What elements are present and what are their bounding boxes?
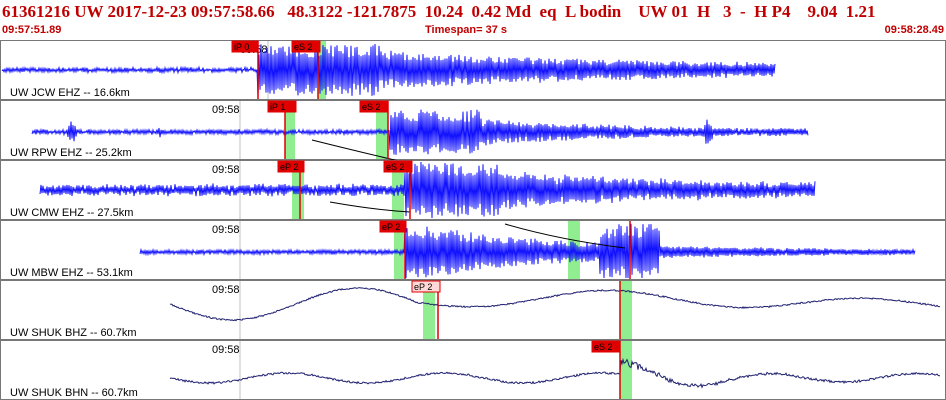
pick-flag[interactable]: [231, 40, 259, 53]
timespan-label: Timespan= 37 s: [425, 24, 508, 36]
event-header: 61361216 UW 2017-12-23 09:57:58.66 48.31…: [0, 0, 946, 41]
waveform-panels[interactable]: 09:58 iP 0 eS 2 UW JCW EHZ -- 16.6km 09:58 iP…: [0, 40, 946, 400]
time-tick-label: 09:58: [212, 284, 240, 296]
pick-label: iP 0: [234, 42, 249, 52]
pick-label: eS 2: [294, 42, 313, 52]
pick-label: eS 2: [362, 102, 381, 112]
pick-label: eP 2: [280, 162, 298, 172]
pick-flag[interactable]: [379, 220, 407, 233]
pick-flag[interactable]: [411, 280, 441, 293]
waveform-trace: [169, 287, 940, 322]
pick-window: [423, 281, 435, 339]
pick-window: [392, 161, 404, 219]
channel-label: UW SHUK BHZ -- 60.7km: [10, 327, 137, 339]
travel-time-curve: [329, 201, 411, 213]
channel-panel[interactable]: 09:58 eS 2 UW SHUK BHN -- 60.7km: [0, 340, 946, 400]
pick-window: [376, 101, 388, 159]
channel-label: UW CMW EHZ -- 27.5km: [10, 207, 133, 219]
event-summary-title: 61361216 UW 2017-12-23 09:57:58.66 48.31…: [2, 2, 876, 21]
waveform-trace: [31, 109, 809, 155]
pick-label: eP 2: [382, 222, 400, 232]
time-tick-label: 09:58: [212, 224, 240, 236]
pick-label: iP 1: [270, 102, 285, 112]
channel-panel[interactable]: 09:58 eP 2 UW MBW EHZ -- 53.1km: [0, 220, 946, 280]
channel-label: UW JCW EHZ -- 16.6km: [10, 87, 130, 99]
pick-window: [620, 281, 632, 339]
panel-frame: [0, 340, 946, 400]
channel-panel[interactable]: 09:58 eP 2 UW SHUK BHZ -- 60.7km: [0, 280, 946, 340]
channel-panel[interactable]: 09:58 eP 2 eS 2 UW CMW EHZ -- 27.5km: [0, 160, 946, 220]
travel-time-curve: [504, 223, 626, 249]
channel-label: UW SHUK BHN -- 60.7km: [10, 387, 138, 399]
pick-flag[interactable]: [267, 100, 297, 113]
pick-window: [285, 101, 295, 159]
pick-flag[interactable]: [277, 160, 305, 173]
pick-label: eP 2: [414, 282, 432, 292]
time-tick-label: 09:58: [212, 164, 240, 176]
waveform-trace: [1, 43, 776, 97]
pick-flag[interactable]: [359, 100, 389, 113]
waveform-trace: [169, 357, 940, 389]
pick-flag[interactable]: [383, 160, 413, 173]
pick-flag[interactable]: [591, 340, 621, 353]
pick-label: eS 2: [386, 162, 405, 172]
pick-window: [620, 341, 632, 399]
channel-label: UW RPW EHZ -- 25.2km: [10, 147, 132, 159]
waveform-trace: [39, 161, 816, 219]
panel-frame: [0, 280, 946, 340]
pick-window: [394, 221, 404, 279]
start-time: 09:57:51.89: [2, 24, 62, 36]
channel-label: UW MBW EHZ -- 53.1km: [10, 267, 133, 279]
pick-window: [568, 221, 580, 279]
waveform-trace: [139, 223, 916, 279]
time-tick-label: 09:58: [212, 104, 240, 116]
pick-label: eS 2: [594, 342, 613, 352]
pick-flag[interactable]: [291, 40, 321, 53]
end-time: 09:58:28.49: [884, 24, 944, 36]
time-tick-label: 09:58: [212, 344, 240, 356]
channel-panel[interactable]: 09:58 iP 1 eS 2 UW RPW EHZ -- 25.2km: [0, 100, 946, 167]
